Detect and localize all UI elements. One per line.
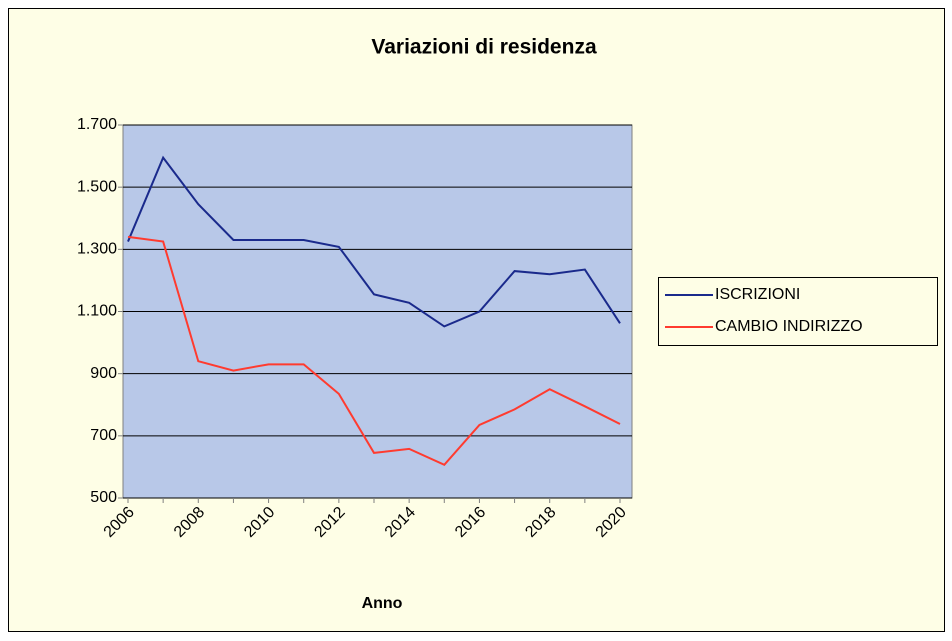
x-axis-label: Anno [362, 595, 403, 612]
legend-label: CAMBIO INDIRIZZO [715, 318, 863, 335]
y-tick-label: 1.500 [77, 178, 117, 195]
y-tick-label: 1.300 [77, 241, 117, 258]
y-tick-label: 900 [90, 365, 117, 382]
legend-box [658, 277, 938, 346]
y-tick-label: 700 [90, 427, 117, 444]
chart-title: Variazioni di residenza [371, 36, 597, 59]
y-tick-label: 500 [90, 489, 117, 506]
y-tick-label: 1.100 [77, 303, 117, 320]
series-line [127, 155, 621, 328]
y-tick-label: 1.700 [77, 116, 117, 133]
legend-label: ISCRIZIONI [715, 286, 800, 303]
series-line [127, 235, 621, 466]
